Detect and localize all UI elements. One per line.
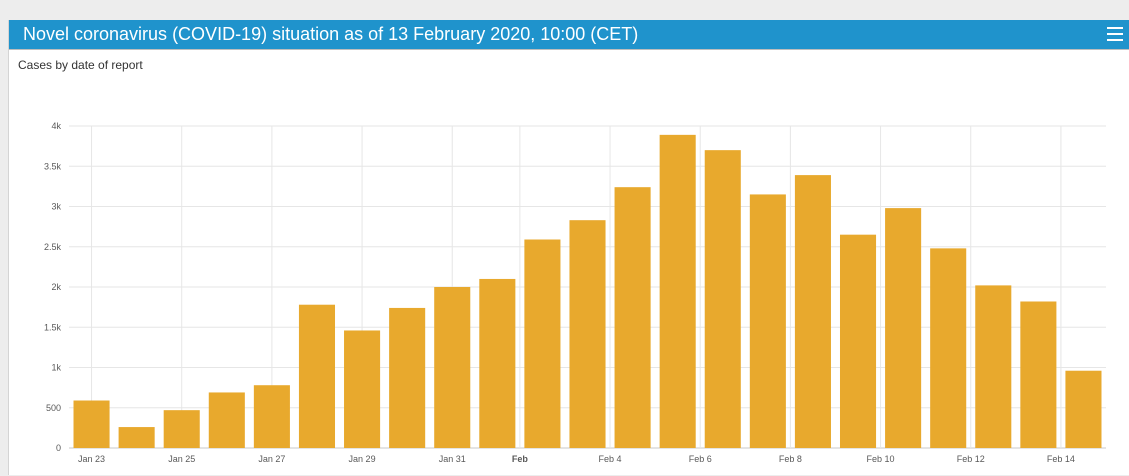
- panel-title: Cases by date of report: [18, 58, 143, 72]
- bar[interactable]: Jan 24: 260: [118, 427, 155, 448]
- bar[interactable]: Feb 11: 2480: [930, 248, 967, 448]
- y-tick-label: 3k: [51, 202, 61, 212]
- bar[interactable]: Feb 3: 2830: [569, 220, 606, 448]
- x-tick-label: Feb 10: [867, 454, 895, 464]
- bar-chart: 0 500 1k 1.5k 2k 2.5k 3k 3.5k 4k Jan 23: 590 Jan 2…: [44, 121, 1106, 464]
- bar[interactable]: Feb 12: 2020: [975, 285, 1012, 448]
- y-tick-label: 2k: [51, 282, 61, 292]
- bar[interactable]: Feb 2: 2590: [524, 239, 561, 448]
- y-tick-label: 1k: [51, 363, 61, 373]
- bar[interactable]: Feb 14: 960: [1065, 370, 1102, 448]
- x-tick-label: Jan 25: [168, 454, 195, 464]
- bar[interactable]: Feb 5: 3890: [659, 134, 696, 448]
- bar[interactable]: Feb 13: 1820: [1020, 301, 1057, 448]
- bar[interactable]: Jan 27: 780: [253, 385, 290, 448]
- dashboard-title: Novel coronavirus (COVID-19) situation a…: [23, 24, 639, 44]
- x-tick-label: Jan 23: [78, 454, 105, 464]
- x-tick-label: Jan 31: [439, 454, 466, 464]
- bar[interactable]: Jan 31: 2000: [434, 287, 471, 448]
- dashboard-frame: Novel coronavirus (COVID-19) situation a…: [8, 20, 1129, 475]
- x-tick-label: Feb 12: [957, 454, 985, 464]
- x-tick-label: Feb: [512, 454, 529, 464]
- y-tick-label: 0: [56, 443, 61, 453]
- bar[interactable]: Feb 1: 2100: [479, 278, 516, 448]
- bar[interactable]: Feb 7: 3150: [749, 194, 786, 448]
- bar[interactable]: Feb 6: 3700: [704, 150, 741, 448]
- bar[interactable]: Jan 30: 1740: [389, 307, 426, 448]
- x-tick-label: Jan 29: [349, 454, 376, 464]
- bar[interactable]: Jan 28: 1780: [298, 304, 336, 448]
- y-tick-label: 1.5k: [44, 322, 62, 332]
- x-tick-label: Feb 4: [599, 454, 622, 464]
- y-tick-label: 3.5k: [44, 161, 62, 171]
- x-tick-label: Jan 27: [258, 454, 285, 464]
- header-bar: Novel coronavirus (COVID-19) situation a…: [9, 20, 1129, 49]
- x-tick-label: Feb 6: [689, 454, 712, 464]
- y-tick-label: 4k: [51, 121, 61, 131]
- bar[interactable]: Feb 8: 3390: [794, 175, 831, 448]
- bar[interactable]: Feb 10: 2980: [885, 208, 922, 448]
- bar[interactable]: Feb 9: 2650: [839, 234, 877, 448]
- hamburger-menu-icon[interactable]: [1104, 23, 1126, 45]
- x-tick-label: Feb 14: [1047, 454, 1075, 464]
- bar[interactable]: Jan 25: 470: [163, 410, 200, 448]
- chart-panel: Cases by date of report 0 500 1k 1.5k 2k 2.5k…: [9, 49, 1129, 476]
- y-tick-label: 500: [46, 403, 61, 413]
- x-tick-label: Feb 8: [779, 454, 802, 464]
- y-tick-label: 2.5k: [44, 242, 62, 252]
- bar[interactable]: Feb 4: 3240: [614, 187, 651, 448]
- bar[interactable]: Jan 29: 1460: [344, 330, 381, 448]
- bar[interactable]: Jan 26: 690: [208, 392, 245, 448]
- bar[interactable]: Jan 23: 590: [73, 400, 110, 448]
